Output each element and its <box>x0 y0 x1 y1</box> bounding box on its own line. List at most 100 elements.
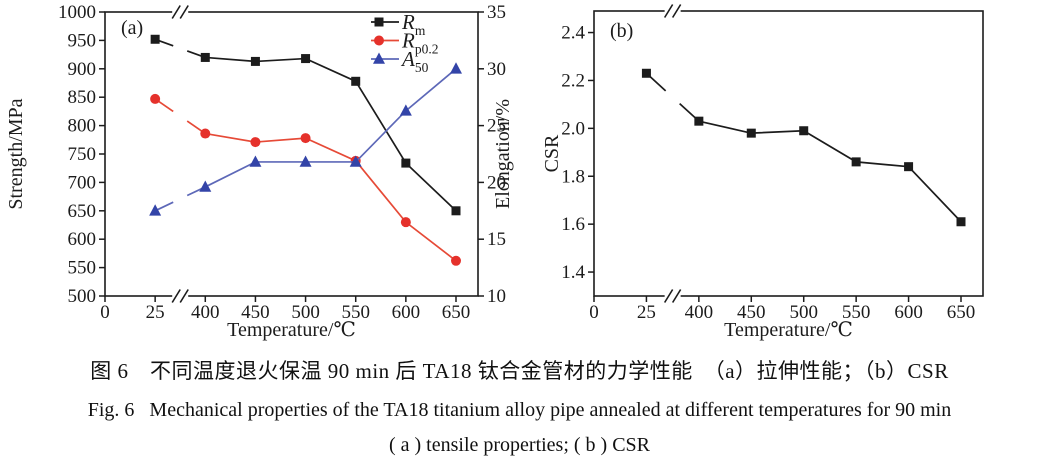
y-tick-label-right: 20 <box>487 172 506 193</box>
series-Rm-line <box>205 56 457 212</box>
series-A50-line <box>204 68 457 188</box>
x-tick-label: 450 <box>737 302 766 323</box>
x-tick-label: 450 <box>241 302 270 323</box>
series-Rp0.2-marker <box>300 133 311 144</box>
x-tick-label: 0 <box>100 302 110 323</box>
y-tick-label-right: 35 <box>487 2 506 23</box>
series-CSR-marker <box>746 128 756 138</box>
x-tick-label: 650 <box>442 302 471 323</box>
caption-english: Fig. 6 Mechanical properties of the TA18… <box>87 399 952 421</box>
series-Rm-marker <box>451 206 461 216</box>
y-axis-title-left: CSR <box>541 134 563 172</box>
series-CSR-marker <box>641 68 651 78</box>
series-Rm-marker <box>351 76 361 86</box>
axis-break-gap <box>664 293 681 299</box>
axis-break-icon <box>671 289 682 303</box>
y-tick-label-left: 600 <box>68 229 97 250</box>
chart-a: 0 25 400 450 500 550 600 650 500 550 600 650 700 750 8… <box>5 2 514 341</box>
x-tick-label: 400 <box>191 302 220 323</box>
x-tick-label: 400 <box>685 302 714 323</box>
caption-english-subtitle: ( a ) tensile properties; ( b ) CSR <box>388 434 651 456</box>
series-Rp0.2-marker <box>200 128 211 139</box>
series-CSR-marker <box>851 157 861 167</box>
axis-break-icon <box>663 4 674 18</box>
y-tick-label-left: 550 <box>68 258 97 279</box>
x-tick-label: 650 <box>947 302 976 323</box>
y-tick-label-left: 700 <box>68 172 97 193</box>
y-tick-label-left: 750 <box>68 144 97 165</box>
series-A50-marker <box>450 62 462 74</box>
series-A50-marker <box>349 155 362 167</box>
axis-break-icon <box>663 289 674 303</box>
series-Rm-marker <box>250 56 260 66</box>
charts-canvas: 0 25 400 450 500 550 600 650 500 550 600 650 700 750 8… <box>5 2 984 341</box>
series-Rp0.2-line <box>205 132 457 262</box>
series-Rp0.2-marker <box>250 137 261 148</box>
panel-label-a: (a) <box>121 17 143 39</box>
x-tick-label: 500 <box>291 302 320 323</box>
axis-break-icon <box>171 5 181 19</box>
axis-break-icon <box>171 289 181 303</box>
y-tick-label-left: 2.0 <box>561 118 585 139</box>
chart-b: 0 25 400 450 500 550 600 650 1.4 1.6 1.8 2.0 2.2 2.4 T… <box>541 4 984 341</box>
series-CSR-marker <box>904 162 914 172</box>
series-CSR-line <box>698 120 962 223</box>
series-Rp0.2-marker <box>150 93 161 104</box>
y-tick-label-left: 800 <box>68 116 97 137</box>
legend-marker-A50 <box>373 52 385 64</box>
axis-break-gap <box>172 9 189 15</box>
series-CSR-marker <box>694 116 704 126</box>
series-Rm-marker <box>200 52 210 62</box>
plot-border <box>593 10 984 297</box>
x-tick-label: 25 <box>637 302 656 323</box>
series-A50-marker <box>249 155 262 167</box>
legend-marker-Rp0.2 <box>374 35 384 46</box>
y-tick-label-left: 900 <box>68 59 97 80</box>
y-tick-label-left: 850 <box>68 87 97 108</box>
y-tick-label-right: 30 <box>487 59 506 80</box>
x-tick-label: 500 <box>789 302 818 323</box>
series-A50-marker <box>149 204 162 216</box>
series-CSR-marker <box>956 217 966 227</box>
series-A50-marker <box>399 104 412 116</box>
x-tick-label: 600 <box>392 302 421 323</box>
y-tick-label-left: 1.4 <box>561 262 585 283</box>
legend-label-Rm: Rm <box>401 10 426 38</box>
series-A50-marker <box>199 180 212 192</box>
series-CSR-marker <box>799 126 809 136</box>
x-tick-label: 600 <box>894 302 923 323</box>
x-tick-label: 550 <box>842 302 871 323</box>
x-axis-title: Temperature/℃ <box>227 319 356 341</box>
series-Rm-marker <box>401 158 411 168</box>
y-tick-label-left: 950 <box>68 30 97 51</box>
x-tick-label: 550 <box>341 302 370 323</box>
y-axis-title-left: Strength/MPa <box>5 98 27 209</box>
series-Rp0.2-marker <box>400 217 411 228</box>
axis-break-icon <box>179 289 189 303</box>
y-tick-label-left: 1.6 <box>561 214 585 235</box>
series-A50-line <box>154 201 174 212</box>
y-tick-label-right: 10 <box>487 286 506 307</box>
y-tick-label-left: 1.8 <box>561 166 585 187</box>
series-Rm-marker <box>301 54 311 64</box>
axis-break-gap <box>172 293 189 299</box>
x-axis-title: Temperature/℃ <box>724 319 853 341</box>
x-tick-label: 25 <box>146 302 165 323</box>
x-tick-label: 0 <box>589 302 599 323</box>
y-tick-label-left: 500 <box>68 286 97 307</box>
panel-label-b: (b) <box>610 20 633 42</box>
axis-break-icon <box>671 4 682 18</box>
axis-break-gap <box>664 8 681 14</box>
y-tick-label-right: 15 <box>487 229 506 250</box>
y-axis-title-right: Elongation/% <box>492 99 514 209</box>
series-Rm-marker <box>150 34 160 44</box>
series-Rp0.2-marker <box>451 255 461 266</box>
y-tick-label-left: 2.2 <box>561 70 585 91</box>
series-A50-marker <box>299 155 312 167</box>
y-tick-label-left: 1000 <box>58 2 96 23</box>
y-tick-label-left: 2.4 <box>561 23 585 44</box>
axis-break-icon <box>179 5 189 19</box>
y-tick-label-right: 25 <box>487 116 506 137</box>
